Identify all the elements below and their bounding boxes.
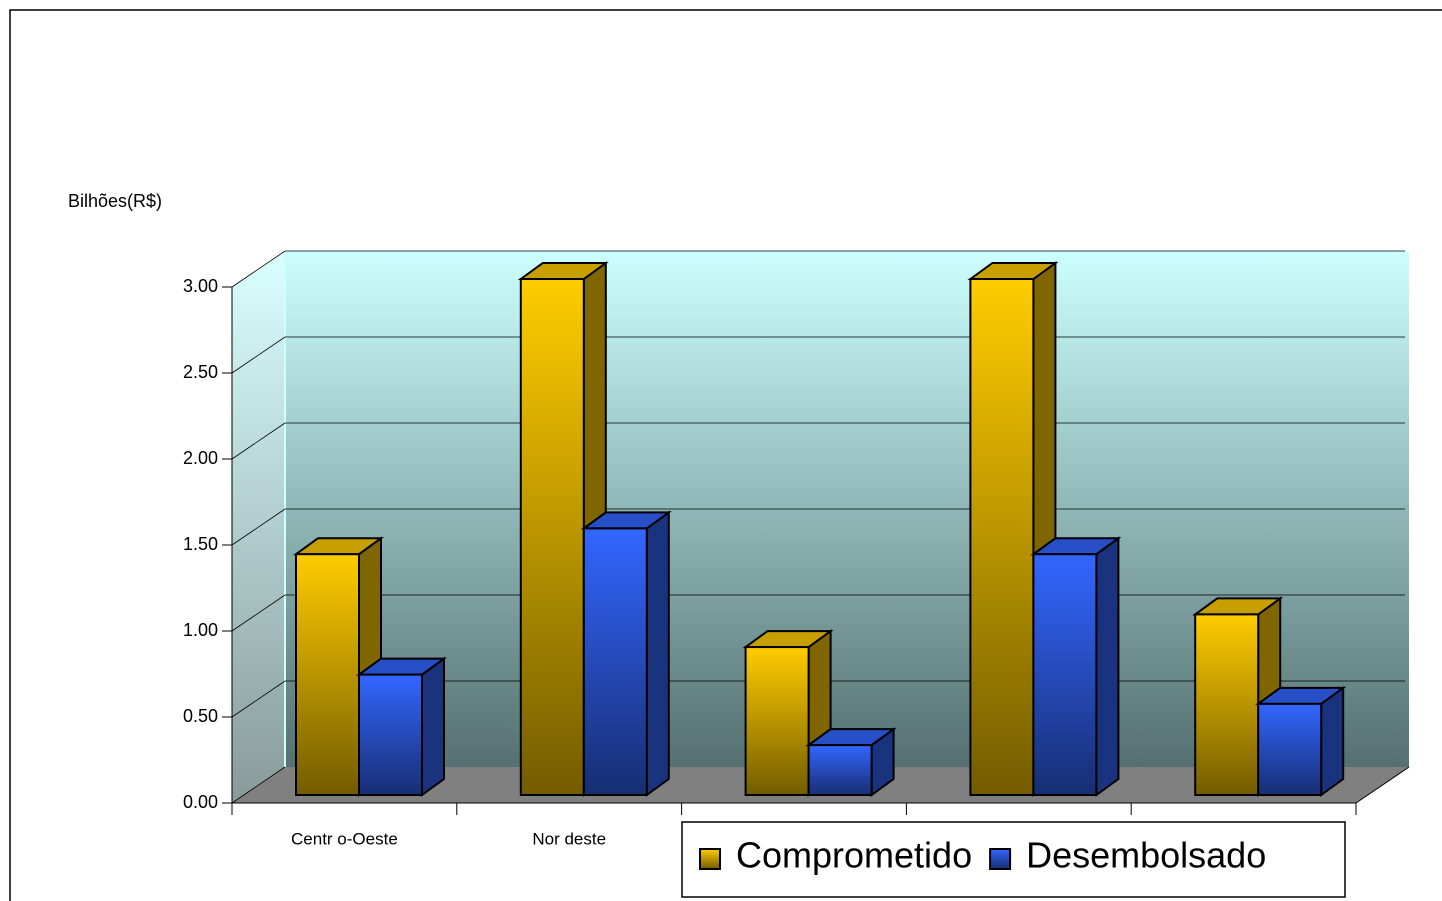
grid-line-side bbox=[231, 336, 286, 374]
frame bbox=[9, 9, 1442, 901]
y-tick-label: 2.00 bbox=[183, 448, 218, 468]
floor-edge bbox=[1355, 766, 1410, 804]
x-tick-label: Centr o-Oeste bbox=[291, 829, 398, 848]
grid-line-side bbox=[231, 422, 286, 460]
bar-shade bbox=[969, 278, 1035, 796]
grid-line-side bbox=[231, 680, 286, 718]
bar-side-shade bbox=[645, 510, 670, 797]
bar-top bbox=[1033, 538, 1119, 555]
bar-top bbox=[583, 512, 669, 529]
bar-top bbox=[745, 631, 831, 648]
legend-swatch-shade bbox=[990, 849, 1011, 869]
bar-side-shade bbox=[1320, 685, 1345, 797]
bar-top bbox=[359, 658, 444, 675]
y-tick-label: 2.50 bbox=[183, 362, 218, 382]
bar-shade bbox=[519, 278, 585, 796]
grid-line-side bbox=[231, 250, 286, 288]
y-tick-label: 1.50 bbox=[183, 534, 218, 554]
legend bbox=[681, 821, 1346, 898]
bar-top bbox=[1258, 687, 1344, 704]
bar-shade bbox=[1032, 553, 1098, 797]
legend-label: Comprometido bbox=[736, 835, 972, 876]
bar-top bbox=[808, 729, 894, 746]
bar-shade bbox=[1194, 613, 1260, 797]
bar-top bbox=[1195, 598, 1281, 615]
y-tick-label: 0.50 bbox=[183, 706, 218, 726]
bar-side-shade bbox=[421, 656, 445, 797]
grid-line-side bbox=[231, 766, 286, 804]
legend-label: Desembolsado bbox=[1026, 835, 1266, 876]
x-tick-label: Nor deste bbox=[532, 829, 606, 848]
bar-shade bbox=[582, 527, 648, 797]
y-tick-label: 1.00 bbox=[183, 620, 218, 640]
bar-shade bbox=[744, 646, 810, 797]
bar-shade bbox=[1257, 702, 1323, 797]
y-tick-label: 3.00 bbox=[183, 276, 218, 296]
bar-top bbox=[970, 263, 1056, 279]
grid-line-side bbox=[231, 508, 286, 546]
y-axis-label: Bilhões(R$) bbox=[68, 191, 162, 211]
bar-shade bbox=[295, 553, 360, 797]
legend-swatch-shade bbox=[700, 849, 720, 869]
bar-top bbox=[520, 263, 606, 279]
bar-top bbox=[296, 538, 381, 555]
bar-shade bbox=[807, 744, 873, 796]
bar-side-shade bbox=[1095, 536, 1120, 797]
bar-shade bbox=[358, 673, 423, 796]
grid-line-side bbox=[231, 594, 286, 632]
y-tick-label: 0.00 bbox=[183, 792, 218, 812]
